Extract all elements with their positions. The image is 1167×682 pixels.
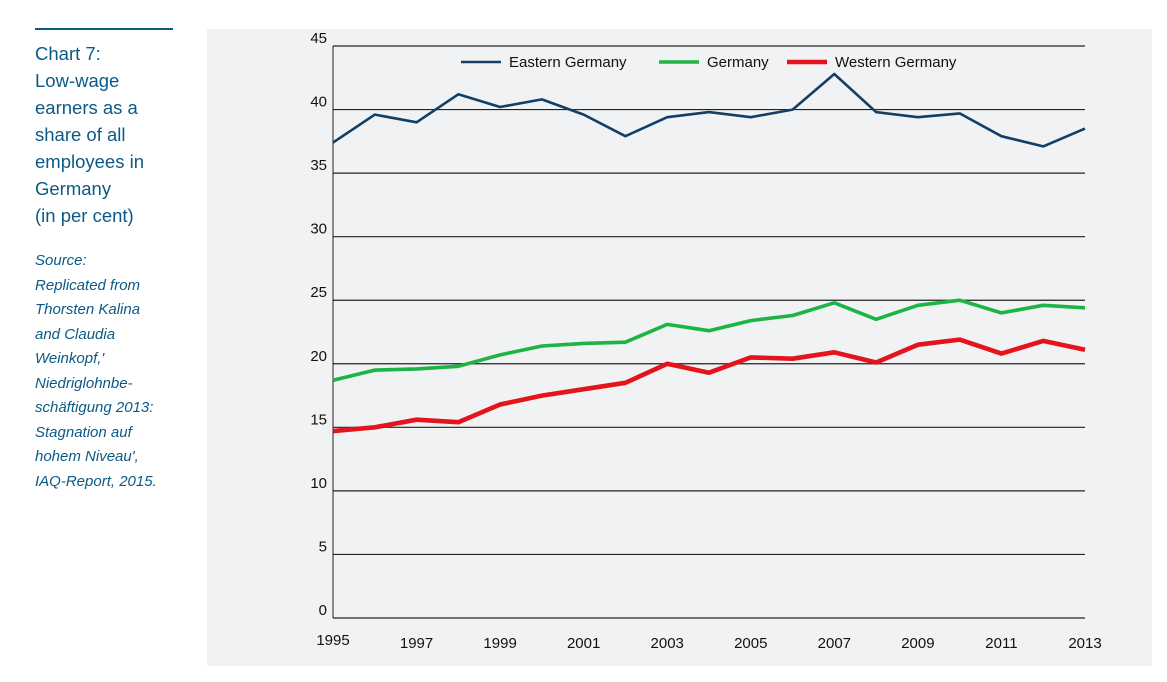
x-tick-label-1995: 1995 [316,632,349,649]
x-tick-label-2007: 2007 [818,635,851,652]
x-tick-label-2001: 2001 [567,635,600,652]
legend-label-western-germany: Western Germany [835,54,957,71]
line-chart: 0 5 10 15 20 25 30 35 40 45 1995 1997 1999 2001 2003 20… [310,30,1101,652]
y-tick-label-25: 25 [310,284,327,301]
y-tick-label-40: 40 [310,94,327,111]
y-tick-label-20: 20 [310,348,327,365]
caption-rule [35,28,173,30]
x-tick-label-2013: 2013 [1068,635,1101,652]
x-tick-label-1999: 1999 [483,635,516,652]
series-line-eastern-germany [332,72,1086,148]
y-tick-label-10: 10 [310,475,327,492]
y-tick-label-35: 35 [310,157,327,174]
y-tick-label-30: 30 [310,221,327,238]
chart-caption-title: Chart 7: Low-wage earners as a share of … [35,43,145,226]
y-tick-label-45: 45 [310,30,327,47]
legend-label-germany: Germany [707,54,769,71]
chart-caption: Chart 7: Low-wage earners as a share of … [35,28,175,494]
series-line-germany [332,298,1086,383]
x-tick-label-2011: 2011 [985,635,1017,652]
chart-panel: 0 5 10 15 20 25 30 35 40 45 1995 1997 1999 2001 2003 20… [207,29,1152,666]
y-tick-label-15: 15 [310,411,327,428]
y-tick-label-5: 5 [319,538,327,555]
x-tick-label-2009: 2009 [901,635,934,652]
chart-source-note: Source: Replicated from Thorsten Kalina … [35,252,157,490]
legend-label-eastern-germany: Eastern Germany [509,54,627,71]
x-tick-label-1997: 1997 [400,635,433,652]
x-tick-label-2005: 2005 [734,635,767,652]
y-tick-label-0: 0 [319,602,327,619]
series-line-western-germany [332,337,1086,434]
x-tick-label-2003: 2003 [651,635,684,652]
